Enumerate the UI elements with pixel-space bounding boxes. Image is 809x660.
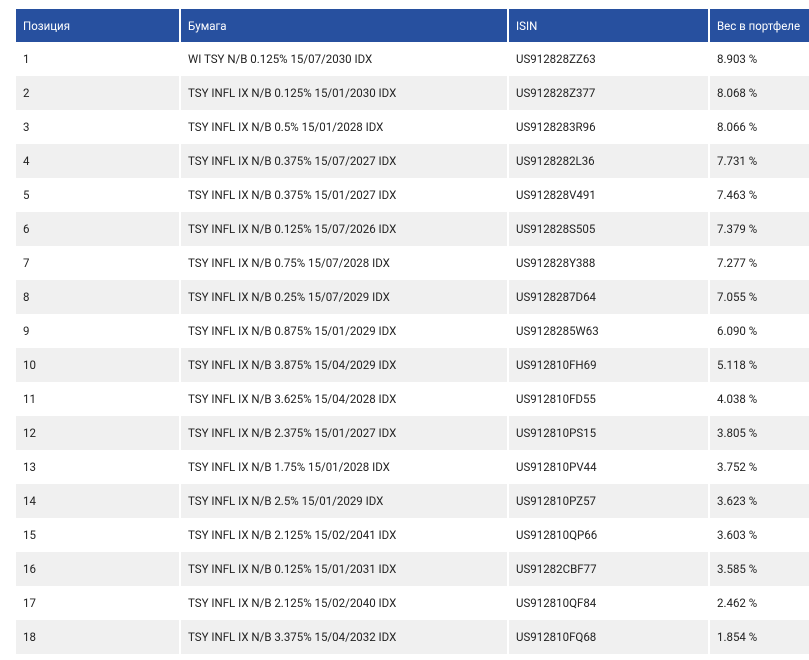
weight-cell: 6.090 %	[708, 314, 809, 348]
header-row: Позиция Бумага ISIN Вес в портфеле	[16, 9, 809, 42]
security-cell: TSY INFL IX N/B 0.125% 15/07/2026 IDX	[179, 212, 508, 246]
weight-cell: 8.068 %	[708, 76, 809, 110]
header-cell: ISIN	[507, 9, 709, 42]
isin-cell: US912810QF84	[507, 586, 709, 620]
weight-cell: 3.623 %	[708, 484, 809, 518]
weight-cell: 3.805 %	[708, 416, 809, 450]
weight-cell: 5.118 %	[708, 348, 809, 382]
security-cell: TSY INFL IX N/B 3.875% 15/04/2029 IDX	[179, 348, 508, 382]
weight-cell: 7.463 %	[708, 178, 809, 212]
position-cell: 11	[23, 392, 36, 406]
isin-cell: US912828ZZ63	[507, 42, 709, 76]
isin-cell: US912828S505	[507, 212, 709, 246]
weight-cell: 7.055 %	[708, 280, 809, 314]
weight-cell: 7.731 %	[708, 144, 809, 178]
isin-cell: US912810PV44	[507, 450, 709, 484]
table-row: 5 TSY INFL IX N/B 0.375% 15/01/2027 IDX US…	[16, 178, 809, 212]
position-cell: 17	[23, 596, 36, 610]
security-cell: TSY INFL IX N/B 0.25% 15/07/2029 IDX	[179, 280, 508, 314]
table-row: 14 TSY INFL IX N/B 2.5% 15/01/2029 IDX US9…	[16, 484, 809, 518]
security-cell: WI TSY N/B 0.125% 15/07/2030 IDX	[179, 42, 508, 76]
table-row: 11 TSY INFL IX N/B 3.625% 15/04/2028 IDX U…	[16, 382, 809, 416]
position-cell: 12	[16, 416, 180, 450]
isin-cell: US91282CBF77	[507, 552, 709, 586]
security-cell: TSY INFL IX N/B 1.75% 15/01/2028 IDX	[179, 450, 508, 484]
table-row: 18 TSY INFL IX N/B 3.375% 15/04/2032 IDX U…	[16, 620, 809, 654]
table-row: 8 TSY INFL IX N/B 0.25% 15/07/2029 IDX US9…	[16, 280, 809, 314]
isin-cell: US912810FD55	[507, 382, 709, 416]
position-cell: 10	[16, 348, 180, 382]
isin-cell: US912828V491	[507, 178, 709, 212]
isin-cell: US9128283R96	[507, 110, 709, 144]
table-row: 16 TSY INFL IX N/B 0.125% 15/01/2031 IDX U…	[16, 552, 809, 586]
security-cell: TSY INFL IX N/B 0.125% 15/01/2030 IDX	[179, 76, 508, 110]
header-cell: Вес в портфеле	[708, 9, 809, 42]
security-cell: TSY INFL IX N/B 2.125% 15/02/2041 IDX	[179, 518, 508, 552]
position-cell: 9	[23, 324, 30, 338]
table-row: 1 WI TSY N/B 0.125% 15/07/2030 IDX US91282…	[16, 42, 809, 76]
isin-cell: US912810FQ68	[507, 620, 709, 654]
table-row: 12 TSY INFL IX N/B 2.375% 15/01/2027 IDX U…	[16, 416, 809, 450]
position-cell: 1	[23, 52, 30, 66]
table-row: 7 TSY INFL IX N/B 0.75% 15/07/2028 IDX US9…	[16, 246, 809, 280]
isin-cell: US9128282L36	[507, 144, 709, 178]
security-cell: TSY INFL IX N/B 0.125% 15/01/2031 IDX	[179, 552, 508, 586]
isin-cell: US9128287D64	[507, 280, 709, 314]
security-cell: TSY INFL IX N/B 0.875% 15/01/2029 IDX	[179, 314, 508, 348]
security-cell: TSY INFL IX N/B 2.375% 15/01/2027 IDX	[179, 416, 508, 450]
position-cell: 7	[23, 256, 30, 270]
weight-cell: 8.903 %	[708, 42, 809, 76]
weight-cell: 3.752 %	[708, 450, 809, 484]
table-row: 10 TSY INFL IX N/B 3.875% 15/04/2029 IDX U…	[16, 348, 809, 382]
position-cell: 4	[16, 144, 180, 178]
isin-cell: US912810FH69	[507, 348, 709, 382]
position-cell: 13	[23, 460, 36, 474]
position-cell: 18	[16, 620, 180, 654]
position-cell: 16	[16, 552, 180, 586]
security-cell: TSY INFL IX N/B 2.125% 15/02/2040 IDX	[179, 586, 508, 620]
position-cell: 5	[23, 188, 30, 202]
position-cell: 14	[16, 484, 180, 518]
weight-cell: 1.854 %	[708, 620, 809, 654]
isin-cell: US912810QP66	[507, 518, 709, 552]
isin-cell: US912810PZ57	[507, 484, 709, 518]
position-cell: 15	[23, 528, 36, 542]
weight-cell: 7.277 %	[708, 246, 809, 280]
weight-cell: 2.462 %	[708, 586, 809, 620]
position-cell: 2	[16, 76, 180, 110]
table-row: 6 TSY INFL IX N/B 0.125% 15/07/2026 IDX US…	[16, 212, 809, 246]
table-row: 9 TSY INFL IX N/B 0.875% 15/01/2029 IDX US…	[16, 314, 809, 348]
table-row: 15 TSY INFL IX N/B 2.125% 15/02/2041 IDX U…	[16, 518, 809, 552]
weight-cell: 3.585 %	[708, 552, 809, 586]
security-cell: TSY INFL IX N/B 2.5% 15/01/2029 IDX	[179, 484, 508, 518]
header-cell: Бумага	[179, 9, 508, 42]
isin-cell: US9128285W63	[507, 314, 709, 348]
weight-cell: 3.603 %	[708, 518, 809, 552]
weight-cell: 8.066 %	[708, 110, 809, 144]
table-row: 2 TSY INFL IX N/B 0.125% 15/01/2030 IDX US…	[16, 76, 809, 110]
position-cell: 8	[16, 280, 180, 314]
security-cell: TSY INFL IX N/B 3.375% 15/04/2032 IDX	[179, 620, 508, 654]
security-cell: TSY INFL IX N/B 0.375% 15/01/2027 IDX	[179, 178, 508, 212]
weight-cell: 7.379 %	[708, 212, 809, 246]
isin-cell: US912828Y388	[507, 246, 709, 280]
security-cell: TSY INFL IX N/B 3.625% 15/04/2028 IDX	[179, 382, 508, 416]
position-cell: 3	[23, 120, 30, 134]
weight-cell: 4.038 %	[708, 382, 809, 416]
table-row: 13 TSY INFL IX N/B 1.75% 15/01/2028 IDX US…	[16, 450, 809, 484]
table-row: 17 TSY INFL IX N/B 2.125% 15/02/2040 IDX U…	[16, 586, 809, 620]
table-row: 3 TSY INFL IX N/B 0.5% 15/01/2028 IDX US91…	[16, 110, 809, 144]
security-cell: TSY INFL IX N/B 0.375% 15/07/2027 IDX	[179, 144, 508, 178]
isin-cell: US912828Z377	[507, 76, 709, 110]
header-cell: Позиция	[16, 9, 180, 42]
security-cell: TSY INFL IX N/B 0.5% 15/01/2028 IDX	[179, 110, 508, 144]
isin-cell: US912810PS15	[507, 416, 709, 450]
security-cell: TSY INFL IX N/B 0.75% 15/07/2028 IDX	[179, 246, 508, 280]
holdings-table: Позиция Бумага ISIN Вес в портфеле 1 WI TSY …	[16, 9, 809, 654]
table-row: 4 TSY INFL IX N/B 0.375% 15/07/2027 IDX US…	[16, 144, 809, 178]
position-cell: 6	[16, 212, 180, 246]
